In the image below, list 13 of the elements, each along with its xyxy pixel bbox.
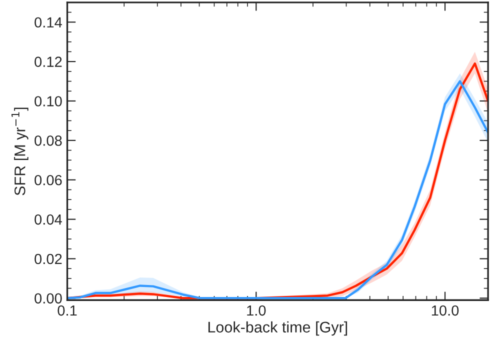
y-tick-label: 0.02 [34,254,62,264]
x-axis-title: Look-back time [Gyr] [208,321,348,336]
x-tick-label: 10.0 [432,305,459,316]
y-tick-label: 0.04 [34,214,62,225]
y-axis-title: SFR [M yr$^{−1}$] [12,108,28,196]
x-tick-label: 0.1 [58,305,77,316]
y-tick-label: 0.00 [34,293,62,304]
y-tick-label: 0.12 [34,56,62,67]
y-tick-label: 0.10 [34,96,62,106]
x-tick-label: 1.0 [247,305,266,316]
y-tick-label: 0.06 [34,174,62,186]
y-tick-label: 0.14 [34,17,62,28]
y-tick-label: 0.08 [34,136,62,146]
